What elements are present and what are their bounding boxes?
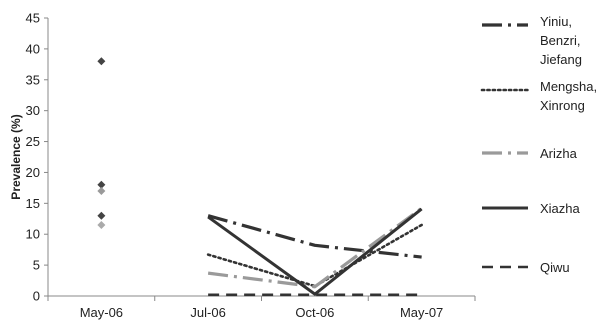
y-tick-label: 5 bbox=[33, 258, 40, 273]
y-tick-label: 35 bbox=[26, 72, 40, 87]
series-lines bbox=[206, 206, 423, 297]
marker-may-06-qiwu bbox=[97, 220, 106, 229]
may-06-markers bbox=[97, 57, 106, 229]
y-tick-label: 20 bbox=[26, 165, 40, 180]
y-tick-label: 40 bbox=[26, 41, 40, 56]
x-tick-label: May-06 bbox=[80, 305, 123, 320]
legend-label-qiwu: Qiwu bbox=[540, 260, 570, 275]
y-axis: 0 5 10 15 20 25 30 35 40 45 bbox=[26, 11, 49, 304]
y-tick-label: 45 bbox=[26, 11, 40, 26]
marker-may-06-xiazha bbox=[97, 211, 106, 220]
legend-label-yiniu-benzri-jiefang: Yiniu, Benzri, Jiefang bbox=[540, 14, 582, 67]
series-line-xiazha bbox=[207, 207, 423, 296]
marker-may-06-mengsha-xinrong bbox=[97, 57, 106, 66]
legend: Yiniu, Benzri, Jiefang Mengsha, Xinrong Arizh… bbox=[480, 14, 597, 275]
legend-label-xiazha: Xiazha bbox=[540, 201, 581, 216]
x-tick-label: May-07 bbox=[400, 305, 443, 320]
y-tick-label: 30 bbox=[26, 103, 40, 118]
x-tick-label: Oct-06 bbox=[295, 305, 334, 320]
legend-label-arizha: Arizha bbox=[540, 146, 578, 161]
y-tick-label: 15 bbox=[26, 196, 40, 211]
y-tick-label: 0 bbox=[33, 289, 40, 304]
legend-label-mengsha-xinrong: Mengsha, Xinrong bbox=[540, 79, 597, 113]
series-line-arizha bbox=[207, 206, 423, 289]
series-line-yiniu-benzri-jiefang bbox=[207, 214, 422, 259]
y-tick-label: 10 bbox=[26, 227, 40, 242]
marker-may-06-arizha bbox=[97, 186, 106, 195]
x-axis: May-06 Jul-06 Oct-06 May-07 bbox=[47, 295, 476, 320]
y-axis-label: Prevalence (%) bbox=[9, 114, 23, 199]
x-tick-label: Jul-06 bbox=[190, 305, 225, 320]
marker-may-06-yiniu-benzri-jiefang bbox=[97, 180, 106, 189]
y-tick-label: 25 bbox=[26, 134, 40, 149]
